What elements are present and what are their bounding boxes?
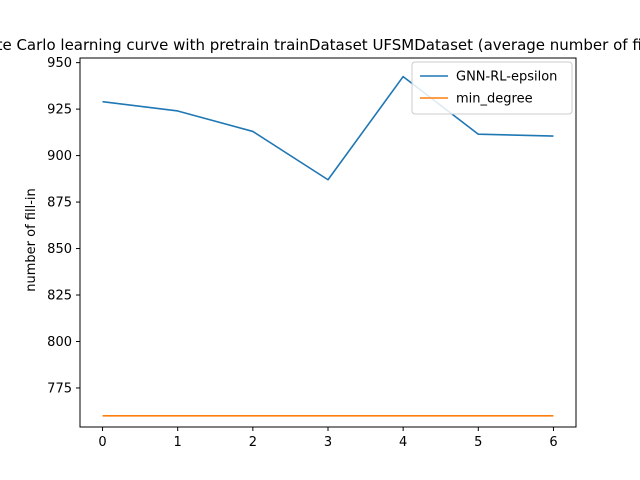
x-tick-label: 1	[174, 435, 182, 450]
y-tick-label: 775	[47, 381, 72, 396]
legend-box	[411, 61, 573, 115]
chart-title: Monte Carlo learning curve with pretrain…	[0, 36, 640, 54]
y-tick-label: 950	[47, 56, 72, 71]
legend: GNN-RL-epsilon min_degree	[411, 61, 573, 115]
y-tick-label: 800	[47, 335, 72, 350]
y-tick-label: 875	[47, 196, 72, 211]
y-axis-label: number of fill-in	[24, 188, 39, 292]
series-layer	[102, 75, 554, 417]
plot-frame	[79, 57, 577, 428]
x-tick-label: 3	[324, 435, 332, 450]
x-tick-label: 4	[399, 435, 407, 450]
x-tick-label: 5	[474, 435, 482, 450]
y-tick-label: 925	[47, 103, 72, 118]
x-tick-label: 2	[249, 435, 257, 450]
legend-entry-label: min_degree	[456, 92, 533, 107]
x-tick-label: 0	[98, 435, 106, 450]
x-tick-label: 6	[549, 435, 557, 450]
legend-entry-label: GNN-RL-epsilon	[456, 70, 557, 85]
series-line-gnn-rl-epsilon	[102, 75, 554, 181]
x-axis-ticks: 0 1 2 3 4 5 6	[98, 427, 558, 450]
y-axis-ticks: 775 800 825 850 875 900 925 950	[47, 56, 80, 396]
y-tick-label: 825	[47, 289, 72, 304]
y-tick-label: 900	[47, 149, 72, 164]
y-tick-label: 850	[47, 242, 72, 257]
